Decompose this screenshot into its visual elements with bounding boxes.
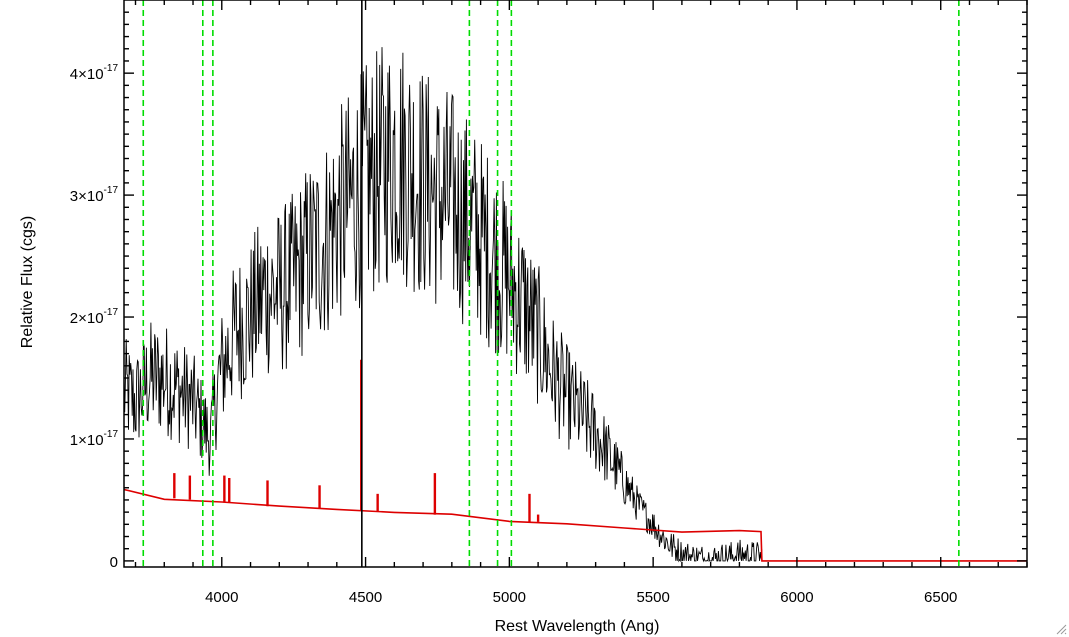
x-tick-label: 5000	[493, 589, 526, 606]
y-tick-label: 4×10-17	[70, 63, 119, 83]
axes: 4000 4500 5000 5500 6000 650001×10-172×10-173…	[70, 0, 1028, 606]
plot-frame	[123, 0, 1028, 568]
resize-grip-icon[interactable]	[1055, 623, 1067, 635]
plot-area	[124, 0, 1027, 567]
y-tick-mantissa: 3×10	[70, 188, 104, 205]
y-tick-mantissa: 2×10	[70, 310, 104, 327]
y-tick-exponent: -17	[104, 429, 119, 440]
x-tick-label: 6000	[780, 589, 813, 606]
y-tick-label: 3×10-17	[70, 185, 119, 205]
y-tick-exponent: -17	[104, 307, 119, 318]
y-tick-mantissa: 4×10	[70, 66, 104, 83]
y-axis-title: Relative Flux (cgs)	[19, 216, 36, 348]
y-tick-mantissa: 0	[110, 554, 118, 571]
y-tick-exponent: -17	[104, 63, 119, 74]
y-tick-label: 2×10-17	[70, 307, 119, 327]
y-tick-label: 1×10-17	[70, 429, 119, 449]
series-line-2	[124, 488, 1027, 562]
x-tick-label: 6500	[924, 589, 957, 606]
y-tick-label: 0	[110, 554, 118, 571]
x-axis-title: Rest Wavelength (Ang)	[495, 618, 660, 635]
x-tick-label: 5500	[636, 589, 669, 606]
x-tick-label: 4000	[205, 589, 238, 606]
y-tick-mantissa: 1×10	[70, 432, 104, 449]
y-tick-exponent: -17	[104, 185, 119, 196]
series-line-1	[124, 47, 763, 563]
x-tick-label: 4500	[349, 589, 382, 606]
